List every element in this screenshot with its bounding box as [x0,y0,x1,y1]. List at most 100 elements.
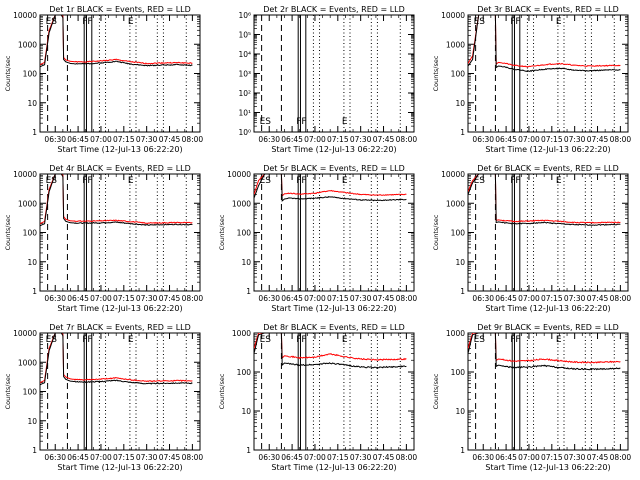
lld-series-line [468,333,621,364]
x-tick-label: 07:30 [136,135,158,144]
event-marker-label: ES [46,335,58,345]
panel-title: Det 5r BLACK = Events, RED = LLD [263,164,405,173]
y-axis-label: Counts/sec [432,214,440,250]
y-tick-label: 10 [455,258,465,267]
event-marker-label: FF [510,176,520,186]
y-tick-label: 1000 [18,358,37,367]
x-tick-label: 06:45 [495,453,517,462]
plot-frame [253,14,415,133]
x-tick-label: 07:15 [113,453,135,462]
x-tick-label: 08:00 [396,453,418,462]
x-tick-label: 06:30 [472,135,494,144]
x-tick-label: 08:00 [396,135,418,144]
event-marker-label: ES [260,176,272,186]
x-tick-label: 07:30 [350,135,372,144]
y-tick-label: 10000 [13,329,37,338]
panel-title: Det 4r BLACK = Events, RED = LLD [49,164,191,173]
x-tick-label: 07:15 [541,294,563,303]
y-tick-label: 10⁶ [238,11,251,20]
y-tick-label: 10¹ [238,109,251,118]
x-tick-label: 06:45 [495,294,517,303]
y-tick-label: 10³ [238,70,251,79]
y-tick-label: 100 [23,70,38,79]
x-tick-label: 07:15 [541,453,563,462]
y-tick-label: 100 [237,229,252,238]
x-axis-label: Start Time (12-Jul-13 06:22:20) [485,304,610,313]
x-tick-label: 07:00 [518,453,540,462]
event-marker-label: FF [510,335,520,345]
events-series-line [468,174,621,226]
x-tick-label: 07:30 [350,294,372,303]
event-marker-label: FF [296,176,306,186]
event-marker-label: ES [260,117,272,127]
x-tick-label: 06:45 [281,453,303,462]
y-tick-label: 1000 [446,329,465,338]
x-tick-label: 08:00 [396,294,418,303]
x-tick-label: 07:00 [304,453,326,462]
detector-panel-6: Det 6r BLACK = Events, RED = LLD 1 10 100 10… [432,164,631,313]
y-tick-label: 100 [451,229,466,238]
y-axis-label: Counts/sec [4,214,12,250]
x-axis-label: Start Time (12-Jul-13 06:22:20) [271,463,396,472]
plot-frame [467,14,629,133]
x-tick-label: 07:30 [564,294,586,303]
event-marker-label: ES [46,17,58,27]
lld-series-line [468,174,621,224]
x-tick-label: 06:30 [472,453,494,462]
x-tick-label: 07:15 [541,135,563,144]
lld-series-line [40,174,193,225]
x-tick-label: 07:45 [373,135,395,144]
y-tick-label: 10000 [441,170,465,179]
x-tick-label: 07:00 [304,294,326,303]
panel-title: Det 1r BLACK = Events, RED = LLD [49,5,191,14]
x-tick-label: 07:45 [373,294,395,303]
event-marker-label: ES [474,17,486,27]
x-tick-label: 07:15 [113,294,135,303]
x-tick-label: 07:30 [136,453,158,462]
x-tick-label: 06:30 [258,135,280,144]
y-tick-label: 100 [23,388,38,397]
x-axis-label: Start Time (12-Jul-13 06:22:20) [271,304,396,313]
events-series-line [254,333,407,369]
x-tick-label: 07:15 [327,453,349,462]
y-tick-label: 1000 [446,40,465,49]
x-tick-label: 08:00 [610,453,632,462]
x-tick-label: 07:30 [564,453,586,462]
x-axis-label: Start Time (12-Jul-13 06:22:20) [57,463,182,472]
panel-title: Det 8r BLACK = Events, RED = LLD [263,323,405,332]
plot-frame [467,173,629,292]
y-tick-label: 10 [455,407,465,416]
x-tick-label: 07:15 [327,135,349,144]
events-series-line [40,333,193,386]
x-tick-label: 08:00 [182,135,204,144]
y-tick-label: 10 [241,407,251,416]
x-tick-label: 08:00 [182,294,204,303]
events-series-line [40,15,193,68]
panel-title: Det 2r BLACK = Events, RED = LLD [263,5,405,14]
events-series-line [468,333,621,371]
y-tick-label: 1 [32,446,37,455]
event-marker-label: E [556,335,562,345]
event-marker-label: E [128,335,134,345]
x-axis-label: Start Time (12-Jul-13 06:22:20) [57,304,182,313]
x-tick-label: 06:30 [472,294,494,303]
x-tick-label: 07:15 [327,294,349,303]
x-tick-label: 07:00 [90,294,112,303]
event-marker-label: FF [296,117,306,127]
y-tick-label: 1000 [18,40,37,49]
event-marker-label: FF [510,17,520,27]
detector-panel-1: Det 1r BLACK = Events, RED = LLD 1 10 100 10… [4,5,203,154]
y-axis-label: Counts/sec [432,55,440,91]
lld-series-line [40,333,193,384]
event-marker-label: FF [82,17,92,27]
y-tick-label: 1 [246,446,251,455]
y-tick-label: 100 [451,368,466,377]
x-tick-label: 06:45 [495,135,517,144]
plot-frame [253,332,415,451]
event-marker-label: ES [474,176,486,186]
x-tick-label: 06:45 [67,453,89,462]
x-tick-label: 07:00 [518,294,540,303]
x-tick-label: 06:45 [67,135,89,144]
plot-frame [39,14,201,133]
y-tick-label: 10⁴ [238,50,251,59]
